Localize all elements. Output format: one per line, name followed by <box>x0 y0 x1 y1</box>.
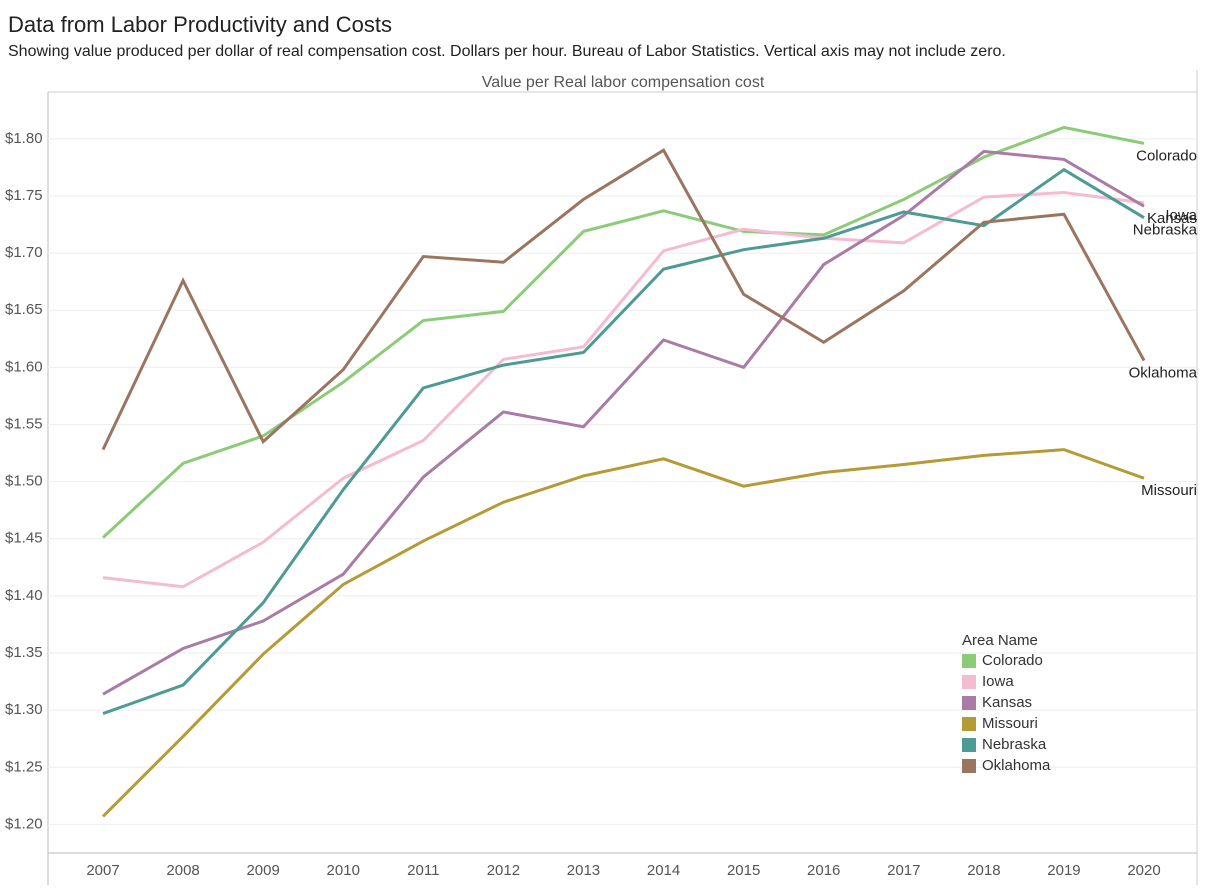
axis-title: Value per Real labor compensation cost <box>482 74 765 91</box>
legend-label: Iowa <box>982 673 1014 690</box>
legend-label: Oklahoma <box>982 757 1051 774</box>
legend-label: Missouri <box>982 715 1038 732</box>
chart-subtitle: Showing value produced per dollar of rea… <box>8 43 1006 60</box>
y-tick-label: $1.35 <box>5 644 43 661</box>
y-tick-label: $1.55 <box>5 415 43 432</box>
series-line <box>101 125 1145 539</box>
y-tick-label: $1.75 <box>5 187 43 204</box>
end-label: Missouri <box>1141 482 1197 499</box>
x-tick-label: 2018 <box>967 862 1000 879</box>
y-tick-label: $1.65 <box>5 301 43 318</box>
legend-swatch <box>962 717 976 731</box>
x-tick-label: 2013 <box>567 862 600 879</box>
end-label: Kansas <box>1147 210 1197 227</box>
x-tick-label: 2019 <box>1047 862 1080 879</box>
legend-label: Kansas <box>982 694 1032 711</box>
end-label: Colorado <box>1136 147 1197 164</box>
legend-label: Nebraska <box>982 736 1047 753</box>
y-tick-label: $1.60 <box>5 358 43 375</box>
y-tick-label: $1.30 <box>5 701 43 718</box>
legend-swatch <box>962 738 976 752</box>
x-tick-label: 2016 <box>807 862 840 879</box>
x-tick-label: 2008 <box>166 862 199 879</box>
series-line <box>101 148 1146 451</box>
x-tick-label: 2017 <box>887 862 920 879</box>
y-tick-label: $1.80 <box>5 130 43 147</box>
x-tick-label: 2015 <box>727 862 760 879</box>
series-line <box>102 149 1145 696</box>
series-line <box>101 448 1145 818</box>
series-line <box>102 191 1145 589</box>
x-tick-label: 2010 <box>327 862 360 879</box>
x-tick-label: 2020 <box>1127 862 1160 879</box>
y-tick-label: $1.70 <box>5 244 43 261</box>
end-label: Nebraska <box>1133 222 1198 239</box>
legend-swatch <box>962 696 976 710</box>
legend-title: Area Name <box>962 632 1038 649</box>
x-tick-label: 2011 <box>407 862 439 879</box>
chart-title: Data from Labor Productivity and Costs <box>8 12 392 37</box>
x-tick-label: 2009 <box>246 862 279 879</box>
y-tick-label: $1.40 <box>5 587 43 604</box>
y-tick-label: $1.20 <box>5 815 43 832</box>
legend-swatch <box>962 759 976 773</box>
y-tick-label: $1.45 <box>5 530 43 547</box>
legend-label: Colorado <box>982 652 1043 669</box>
legend-swatch <box>962 654 976 668</box>
series-line <box>102 167 1145 716</box>
end-label: Oklahoma <box>1129 364 1198 381</box>
y-tick-label: $1.50 <box>5 473 43 490</box>
legend-swatch <box>962 675 976 689</box>
y-tick-label: $1.25 <box>5 758 43 775</box>
x-tick-label: 2014 <box>647 862 680 879</box>
end-label: Iowa <box>1165 207 1197 224</box>
x-tick-label: 2012 <box>487 862 520 879</box>
x-tick-label: 2007 <box>86 862 119 879</box>
